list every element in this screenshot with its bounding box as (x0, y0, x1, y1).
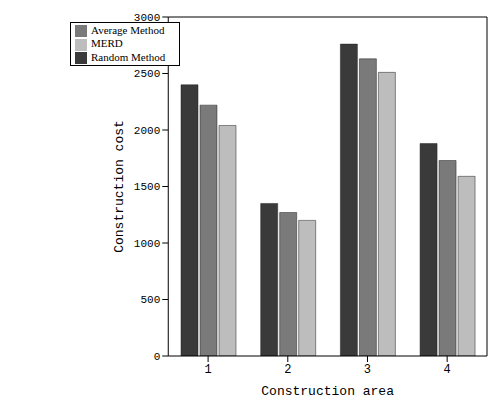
svg-text:1500: 1500 (134, 181, 160, 193)
svg-text:500: 500 (140, 294, 160, 306)
svg-text:3000: 3000 (134, 12, 160, 24)
svg-text:2: 2 (284, 363, 291, 377)
svg-text:0: 0 (154, 351, 161, 363)
svg-text:2500: 2500 (134, 68, 160, 80)
svg-text:Construction area: Construction area (261, 384, 394, 399)
svg-text:4: 4 (444, 363, 451, 377)
svg-text:1000: 1000 (134, 238, 160, 250)
svg-text:Construction cost: Construction cost (112, 120, 127, 253)
html-text:Average Method: Average Method (91, 24, 165, 36)
html-text:MERD: MERD (91, 37, 123, 50)
svg-text:1: 1 (204, 363, 211, 377)
svg-text:3: 3 (364, 363, 371, 377)
html-text:Random Method: Random Method (91, 50, 166, 63)
svg-text:2000: 2000 (134, 125, 160, 137)
